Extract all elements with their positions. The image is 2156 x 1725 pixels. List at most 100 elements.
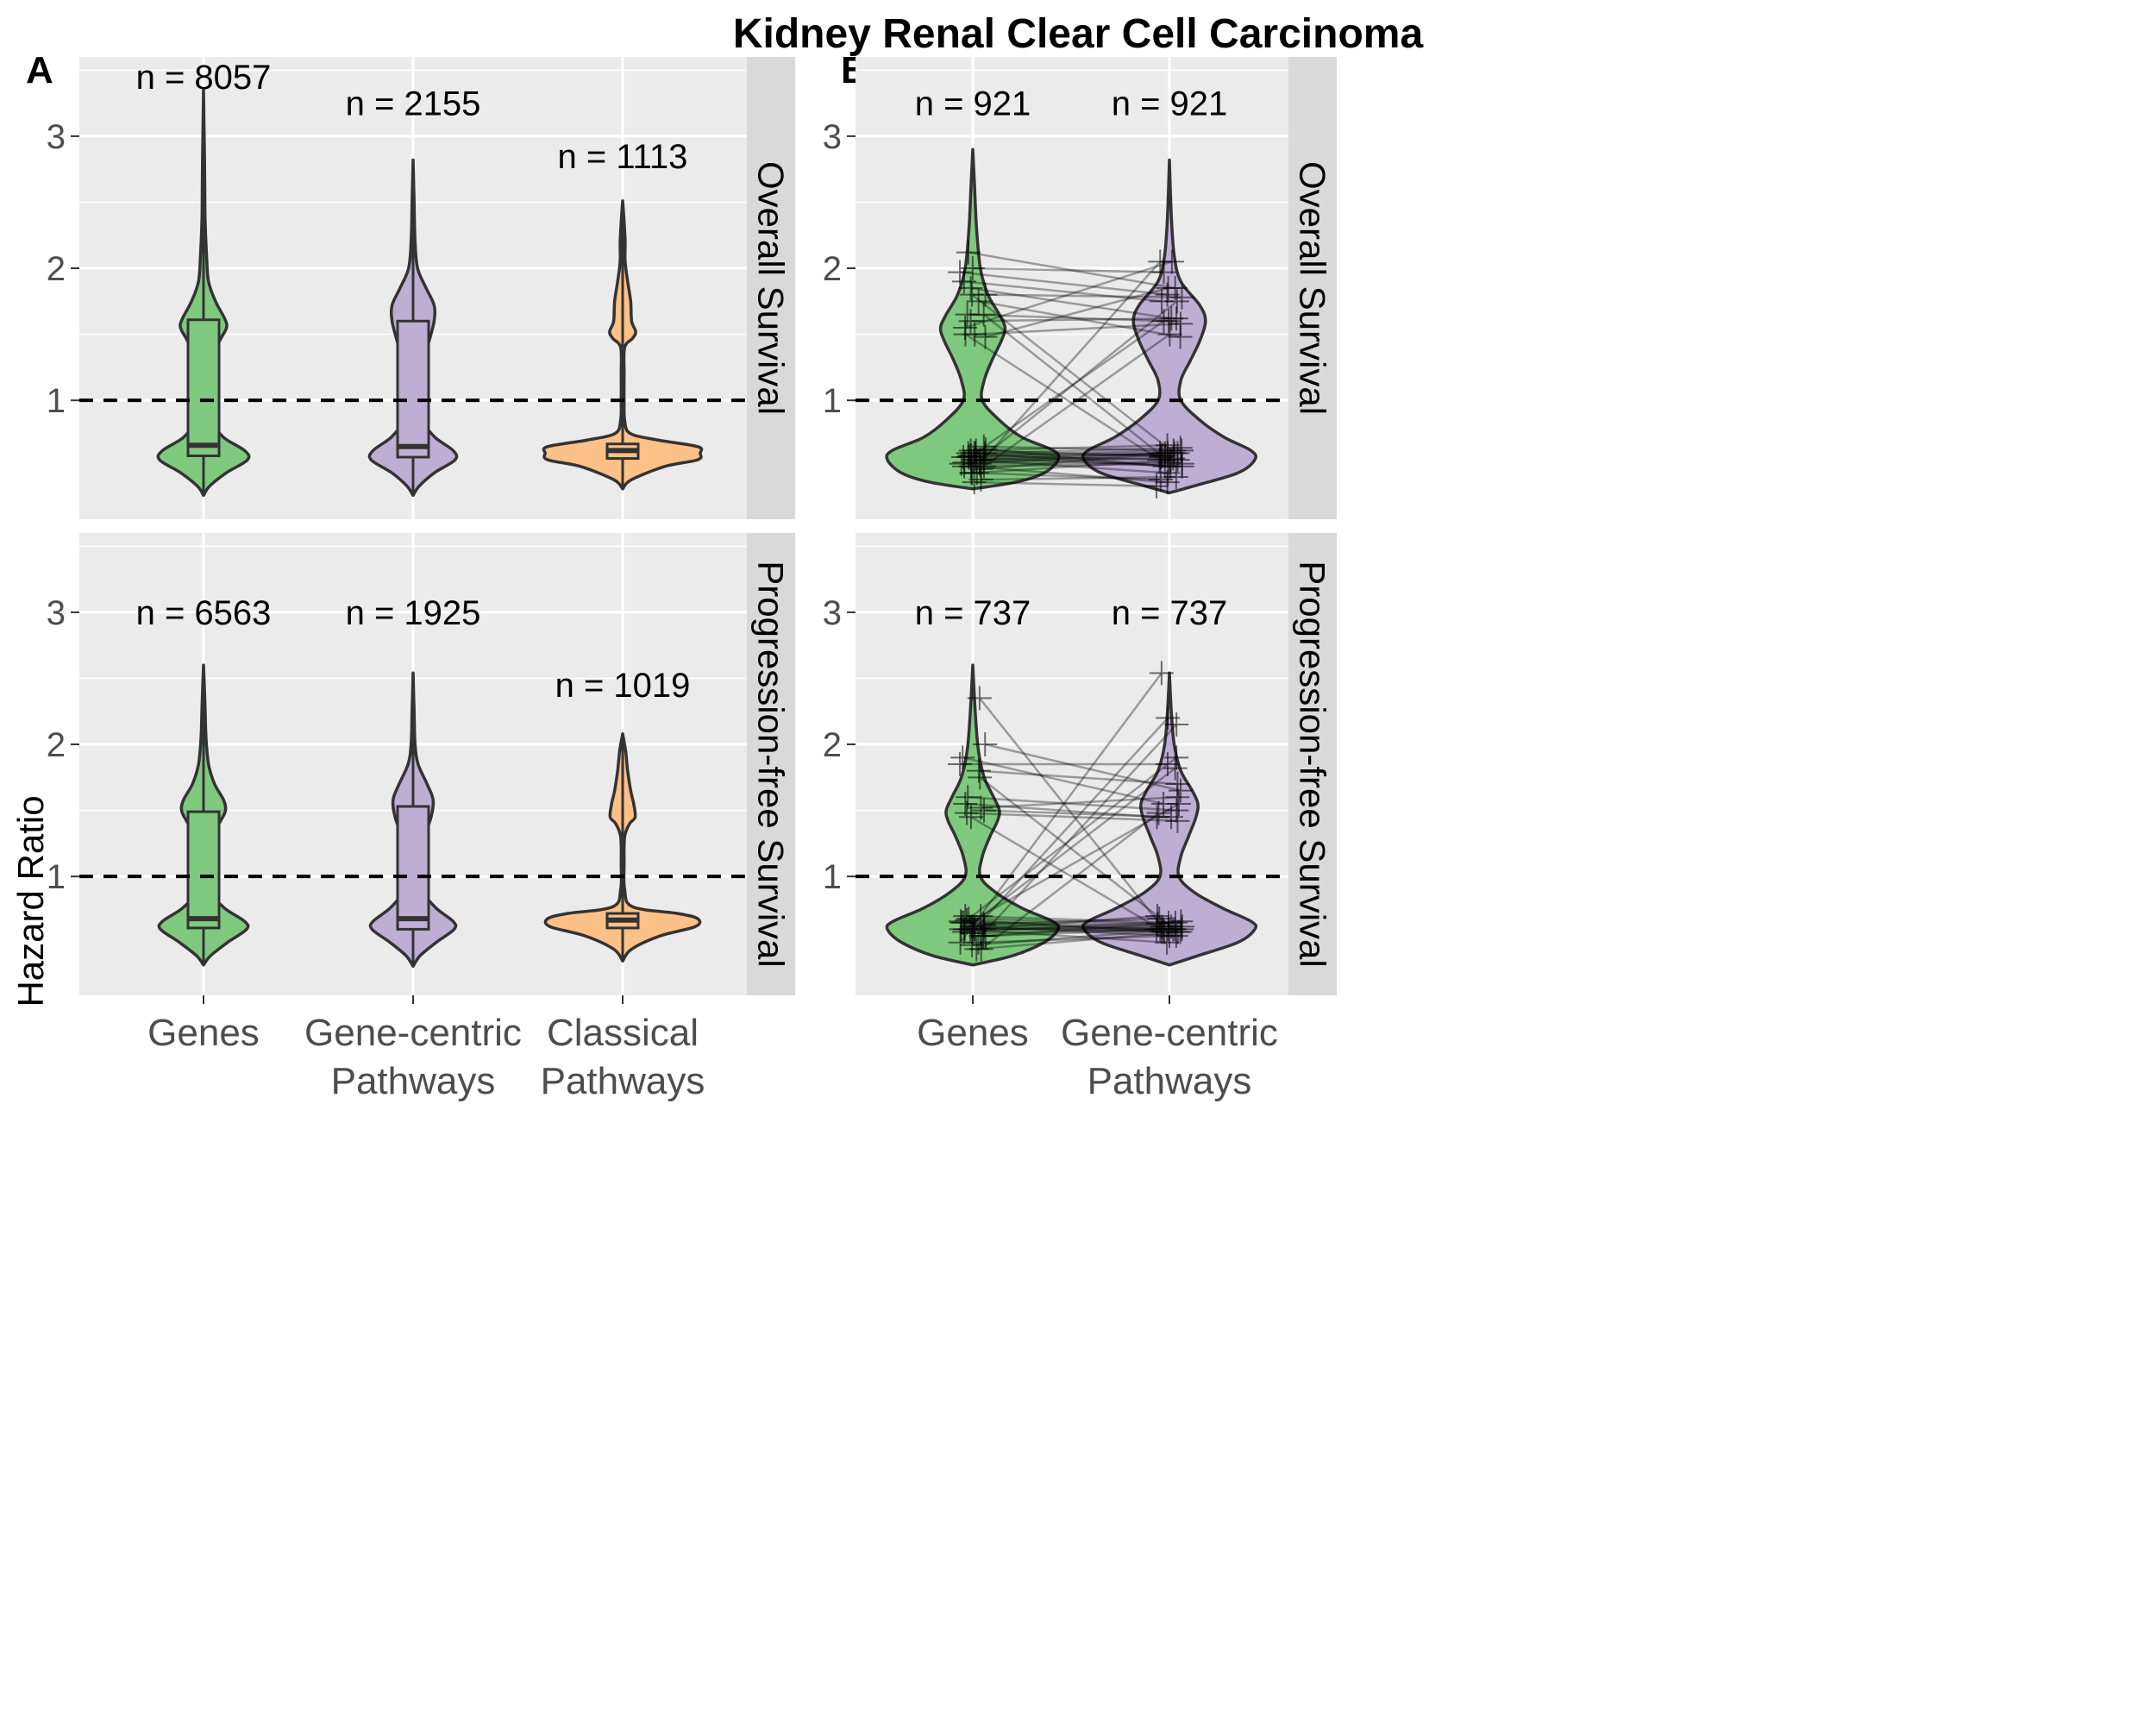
point-marker	[973, 436, 998, 461]
point-marker	[953, 322, 978, 347]
paired-line	[967, 812, 1178, 823]
paired-line	[971, 928, 1182, 947]
point-marker	[958, 805, 983, 830]
paired-line	[960, 919, 1182, 928]
point-marker	[966, 289, 991, 314]
facet-strip	[747, 57, 795, 519]
point-marker	[1169, 285, 1194, 310]
point-marker	[1156, 276, 1181, 300]
paired-line	[975, 323, 1181, 336]
facet-1: 1 2 3 Progression-free Survival n = 737 n = 7…	[823, 533, 1337, 995]
facet-strip-label: Overall Survival	[1293, 161, 1333, 415]
point-marker	[1148, 467, 1173, 492]
point-marker	[952, 450, 977, 475]
point-marker	[1165, 919, 1190, 944]
paired-line	[984, 924, 1169, 931]
paired-line	[974, 458, 1169, 474]
point-marker	[1164, 745, 1189, 770]
paired-line	[974, 452, 1171, 467]
point-marker	[1163, 910, 1188, 935]
paired-line	[976, 472, 1161, 481]
paired-line	[968, 796, 1177, 812]
paired-line	[963, 462, 1182, 467]
point-marker	[948, 930, 973, 955]
paired-line	[971, 458, 1178, 474]
paired-line	[963, 455, 1182, 467]
paired-line	[975, 914, 1158, 931]
paired-line	[972, 928, 1164, 935]
point-marker	[1149, 661, 1174, 686]
paired-line	[971, 925, 1176, 938]
n-count-label: n = 8057	[136, 59, 272, 97]
point-marker	[1162, 441, 1187, 466]
paired-line	[978, 300, 1181, 338]
point-marker	[1151, 309, 1176, 334]
paired-line	[970, 260, 1162, 474]
x-tick-label: Pathways	[541, 1060, 705, 1102]
point-marker	[972, 798, 997, 823]
paired-line	[980, 724, 1178, 937]
point-marker	[951, 910, 976, 935]
point-marker	[1144, 474, 1169, 499]
paired-line	[985, 286, 1169, 338]
paired-line	[972, 267, 1164, 273]
point-marker	[1155, 282, 1180, 307]
x-tick-label: Genes	[917, 1012, 1029, 1054]
paired-line	[970, 286, 1172, 320]
point-marker	[951, 445, 976, 470]
point-marker	[1169, 311, 1194, 336]
paired-line	[963, 280, 1163, 303]
paired-line	[983, 455, 1161, 461]
point-marker	[956, 240, 981, 265]
panel-label: A	[26, 49, 53, 91]
n-count-label: n = 1019	[555, 667, 691, 705]
paired-line	[975, 320, 1165, 455]
paired-line	[970, 816, 1161, 931]
facet-strip	[1288, 57, 1337, 519]
paired-line	[964, 767, 1176, 931]
paired-line	[985, 293, 1182, 298]
paired-line	[967, 313, 1169, 323]
paired-line	[970, 443, 1168, 452]
point-marker	[962, 470, 987, 495]
paired-line	[979, 776, 1179, 933]
paired-line	[959, 271, 1168, 296]
y-tick-label: 3	[47, 594, 66, 632]
paired-line	[976, 931, 1181, 950]
paired-line	[971, 455, 1171, 461]
paired-line	[964, 260, 1173, 329]
paired-line	[972, 925, 1163, 933]
n-count-label: n = 1113	[558, 138, 688, 176]
y-axis-label: Hazard Ratio	[10, 795, 51, 1007]
point-marker	[966, 758, 991, 783]
paired-line	[978, 697, 1163, 928]
point-marker	[1148, 917, 1173, 942]
point-marker	[1150, 914, 1175, 939]
paired-line	[968, 251, 1175, 290]
point-marker	[960, 282, 985, 307]
paired-line	[976, 452, 1161, 461]
n-count-label: n = 6563	[136, 594, 272, 632]
point-marker	[1165, 808, 1190, 833]
y-tick-label: 1	[823, 858, 842, 896]
y-tick-label: 2	[823, 726, 842, 764]
box-iqr	[396, 805, 430, 931]
point-marker	[968, 765, 993, 790]
n-count-label: n = 2155	[346, 85, 481, 123]
paired-line	[968, 452, 1165, 457]
chart-layer: A 1 2 3 Overall Survival n = 8057 n = 2155 n = …	[26, 49, 1337, 1102]
n-count-label: n = 921	[1112, 85, 1228, 123]
paired-line	[983, 925, 1172, 931]
facet-strip	[1288, 533, 1337, 995]
point-marker	[955, 800, 980, 825]
violin-genes	[885, 663, 1061, 967]
point-marker	[1150, 443, 1175, 468]
paired-line	[964, 333, 1161, 461]
n-count-label: n = 737	[915, 594, 1031, 632]
paired-line	[968, 452, 1178, 459]
point-marker	[967, 686, 992, 711]
paired-line	[983, 917, 1160, 925]
paired-line	[974, 480, 1157, 487]
